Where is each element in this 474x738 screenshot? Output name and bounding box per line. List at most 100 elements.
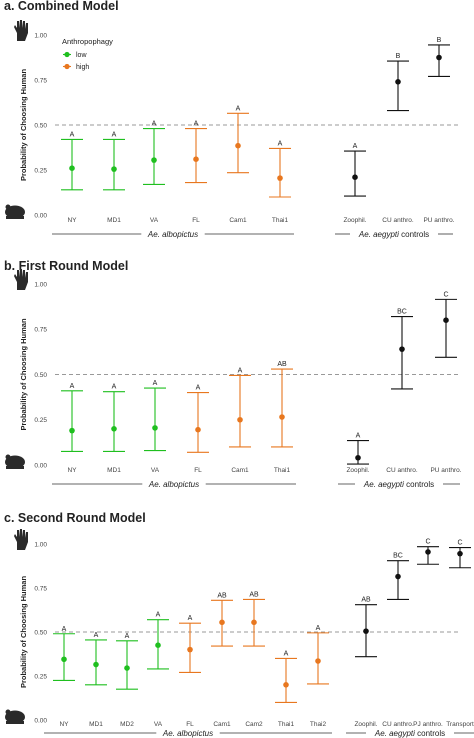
significance-letter: A	[238, 367, 243, 374]
x-tick-label: NY	[67, 217, 77, 224]
significance-letter: A	[62, 626, 67, 633]
group-label: Ae. albopictus	[148, 480, 199, 489]
group-label: Ae. aegypti controls	[363, 480, 434, 489]
data-point-fl: A FL	[179, 615, 201, 728]
y-tick-label: 1.00	[34, 281, 47, 288]
x-tick-label: NY	[67, 467, 77, 474]
x-tick-label: MD2	[120, 721, 134, 728]
x-tick-label: NY	[59, 721, 69, 728]
data-point-cam2: AB Cam2	[243, 591, 265, 728]
y-tick-label: 0.25	[34, 673, 47, 680]
significance-letter: C	[425, 539, 430, 546]
data-point-va: A VA	[147, 612, 169, 728]
point-marker	[443, 317, 449, 324]
point-marker	[187, 646, 193, 653]
y-tick-label: 0.00	[34, 717, 47, 724]
point-marker	[251, 619, 257, 626]
data-point-ny: A NY	[53, 626, 75, 728]
data-point-cu-anthro: B CU anthro.	[382, 53, 414, 224]
legend-item-high: high	[76, 64, 89, 71]
x-tick-label: MD1	[107, 467, 121, 474]
group-bracket-2: Ae. aegypti controls	[346, 729, 474, 738]
significance-letter: A	[70, 131, 75, 138]
point-marker	[395, 79, 401, 85]
x-tick-label: VA	[150, 217, 159, 224]
significance-letter: B	[437, 37, 442, 44]
human-hand-icon	[14, 20, 28, 41]
data-point-va: A VA	[144, 380, 166, 474]
group-label: Ae. aegypti controls	[358, 230, 429, 239]
x-tick-label: Transport	[446, 721, 474, 728]
significance-letter: A	[196, 385, 201, 392]
point-marker	[315, 658, 321, 664]
mouse-icon	[5, 204, 25, 219]
point-marker	[152, 425, 158, 431]
data-point-zoophil: A Zoophil.	[346, 433, 369, 474]
group-label-suffix: controls	[399, 230, 429, 239]
data-point-thai1: A Thai1	[269, 140, 291, 224]
point-marker	[283, 682, 289, 688]
group-bracket-2: Ae. aegypti controls	[335, 230, 453, 239]
point-marker	[124, 665, 130, 671]
x-tick-label: Cam1	[229, 217, 247, 224]
x-tick-label: FL	[194, 467, 202, 474]
x-tick-label: CU anthro.	[382, 721, 414, 728]
significance-letter: A	[70, 383, 75, 390]
data-point-thai1: A Thai1	[275, 650, 297, 728]
data-point-zoophil: AB Zoophil.	[354, 597, 377, 728]
point-marker	[399, 346, 405, 352]
point-marker	[151, 157, 157, 163]
legend-swatch-dot	[64, 63, 70, 70]
x-tick-label: FL	[186, 721, 194, 728]
group-bracket-1: Ae. albopictus	[52, 230, 294, 239]
x-tick-label: MD1	[89, 721, 103, 728]
mouse-icon	[5, 709, 25, 724]
significance-letter: AB	[217, 592, 227, 599]
data-point-fl: A FL	[187, 385, 209, 474]
data-point-va: A VA	[143, 121, 165, 224]
x-tick-label: VA	[154, 721, 163, 728]
data-point-fl: A FL	[185, 121, 207, 224]
data-point-thai1: AB Thai1	[271, 361, 293, 474]
y-tick-label: 0.75	[34, 585, 47, 592]
data-point-pj-anthro: C PJ anthro.	[413, 539, 443, 728]
x-tick-label: Thai1	[272, 217, 289, 224]
x-tick-label: Zoophil.	[354, 721, 377, 728]
data-point-ny: A NY	[61, 383, 83, 474]
point-marker	[193, 156, 199, 162]
significance-letter: A	[153, 380, 158, 387]
y-axis-label: Probability of Choosing Human	[19, 318, 28, 431]
human-hand-icon	[14, 269, 28, 290]
panel-1: a. Combined Model Probability of Choosing…	[4, 0, 458, 239]
group-label: Ae. aegypti controls	[374, 729, 445, 738]
point-marker	[395, 573, 401, 580]
y-tick-label: 0.25	[34, 417, 47, 424]
x-tick-label: MD1	[107, 217, 121, 224]
y-tick-label: 0.50	[34, 372, 47, 379]
x-tick-label: PJ anthro.	[413, 721, 443, 728]
x-tick-label: Cam2	[245, 721, 263, 728]
y-tick-label: 0.75	[34, 77, 47, 84]
point-marker	[219, 619, 225, 626]
y-tick-label: 1.00	[34, 32, 47, 39]
significance-letter: A	[278, 140, 283, 147]
panel-2: b. First Round Model Probability of Choos…	[4, 259, 462, 489]
data-point-cam1: AB Cam1	[211, 592, 233, 728]
point-marker	[457, 550, 463, 557]
data-point-ny: A NY	[61, 131, 83, 224]
y-tick-label: 0.50	[34, 122, 47, 129]
significance-letter: A	[236, 105, 241, 112]
data-point-cam1: A Cam1	[227, 105, 249, 224]
point-marker	[111, 426, 117, 432]
point-marker	[277, 175, 283, 181]
point-marker	[355, 454, 361, 461]
legend-title: Anthropophagy	[62, 37, 113, 46]
significance-letter: BC	[397, 309, 407, 316]
point-marker	[235, 142, 241, 149]
human-hand-icon	[14, 529, 28, 550]
data-point-md1: A MD1	[103, 384, 125, 474]
x-tick-label: VA	[151, 467, 160, 474]
legend: Anthropophagy low high	[62, 37, 113, 71]
data-point-cam1: A Cam1	[229, 367, 251, 474]
